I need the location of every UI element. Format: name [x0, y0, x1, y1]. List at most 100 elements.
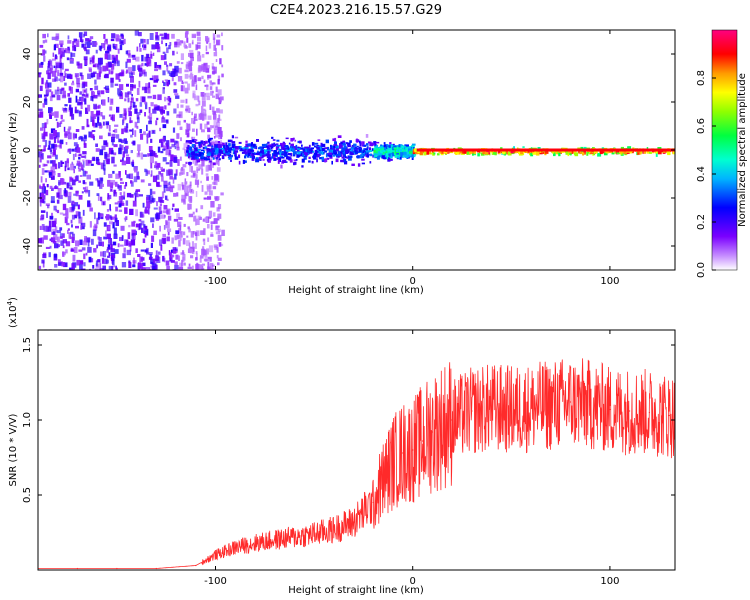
spectrogram-cell — [109, 98, 114, 105]
spectrogram-cell — [106, 209, 109, 212]
spectrogram-cell — [500, 147, 503, 150]
spectrogram-cell — [161, 214, 166, 219]
spectrogram-cell — [206, 121, 210, 125]
spectrogram-cell — [57, 188, 62, 195]
spectrogram-cell — [152, 223, 154, 228]
spectrogram-cell — [620, 152, 623, 156]
spectrogram-cell — [169, 184, 172, 187]
spectrogram-cell — [70, 247, 74, 252]
spectrogram-cell — [188, 228, 191, 233]
spectrogram-cell — [55, 132, 60, 138]
spectrogram-cell — [102, 251, 107, 258]
spectrogram-cell — [386, 146, 390, 149]
spectrogram-cell — [115, 181, 118, 187]
spectrogram-cell — [213, 180, 218, 186]
spectrogram-cell — [321, 143, 326, 148]
spectrogram-cell — [186, 172, 189, 177]
spectrogram-cell — [97, 93, 100, 96]
spectrogram-cell — [76, 77, 80, 85]
spectrogram-cell — [210, 141, 215, 144]
spectrogram-cell — [113, 164, 117, 167]
spectrogram-cell — [125, 71, 128, 74]
spectrogram-cell — [149, 77, 154, 81]
spectrogram-cell — [115, 220, 119, 226]
spectrogram-cell — [196, 262, 199, 270]
spectrogram-cell — [90, 75, 94, 79]
spectrogram-cell — [111, 150, 114, 155]
spectrogram-cell — [75, 39, 79, 43]
spectrogram-cell — [189, 52, 194, 59]
spectrogram-cell — [55, 61, 60, 66]
spectrogram-cell — [111, 133, 116, 139]
spectrogram-cell — [191, 39, 194, 45]
spectrogram-cell — [114, 124, 119, 127]
spectrogram-cell — [192, 251, 195, 254]
spectrogram-cell — [191, 144, 196, 148]
spectrogram-cell — [46, 87, 50, 94]
spectrogram-cell — [110, 238, 112, 245]
spectrogram-cell — [117, 243, 120, 248]
spectrogram-cell — [107, 179, 111, 187]
spectrogram-cell — [225, 150, 228, 153]
spectrogram-cell — [79, 175, 83, 177]
spectrogram-cell — [202, 108, 206, 111]
spectrogram-cell — [97, 212, 100, 219]
spectrogram-cell — [80, 224, 83, 230]
spectrogram-cell — [111, 54, 115, 60]
spectrogram-cell — [271, 156, 275, 159]
spectrogram-cell — [163, 145, 167, 150]
spectrogram-cell — [75, 225, 79, 229]
spectrogram-cell — [123, 146, 128, 154]
y-tick-label: 20 — [22, 96, 33, 109]
spectrogram-cell — [190, 151, 194, 156]
spectrogram-cell — [96, 105, 100, 109]
spectrogram-cell — [362, 142, 365, 145]
spectrogram-cell — [216, 154, 220, 158]
spectrogram-cell — [111, 266, 114, 270]
spectrogram-cell — [215, 125, 219, 130]
spectrogram-cell — [262, 150, 267, 155]
spectrogram-cell — [371, 148, 374, 152]
spectrogram-cell — [255, 158, 260, 163]
spectrogram-cell — [86, 174, 91, 180]
spectrogram-cell — [247, 145, 249, 150]
spectrogram-cell — [245, 143, 248, 148]
spectrogram-cell — [157, 94, 162, 101]
spectrogram-cell — [113, 189, 116, 193]
spectrogram-cell — [366, 146, 369, 149]
spectrogram-cell — [365, 134, 369, 138]
spectrogram-cell — [163, 186, 166, 193]
spectrogram-cell — [60, 240, 64, 246]
spectrogram-cell — [179, 224, 182, 231]
spectrogram-cell — [218, 134, 222, 140]
spectrogram-cell — [230, 147, 233, 151]
spectrogram-cell — [40, 149, 43, 154]
spectrogram-cell — [203, 241, 206, 246]
spectrogram-cell — [259, 146, 263, 149]
spectrogram-cell — [71, 214, 75, 220]
spectrogram-cell — [231, 154, 233, 158]
spectrogram-cell — [373, 155, 376, 158]
spectrogram-cell — [49, 245, 52, 249]
spectrogram-cell — [219, 109, 223, 114]
spectrogram-cell — [213, 154, 217, 160]
spectrogram-cell — [359, 146, 362, 150]
spectrogram-cell — [338, 153, 342, 157]
spectrogram-cell — [94, 223, 97, 227]
spectrogram-cell — [126, 50, 131, 56]
spectrogram-cell — [211, 264, 215, 267]
spectrogram-cell — [251, 152, 255, 155]
spectrogram-cell — [267, 141, 270, 144]
spectrogram-cell — [203, 142, 207, 144]
spectrogram-cell — [330, 144, 332, 148]
spectrogram-cell — [196, 156, 199, 160]
spectrogram-cell — [97, 180, 101, 187]
spectrogram-cell — [92, 64, 96, 68]
spectrogram-cell — [71, 224, 73, 228]
spectrogram-cell — [206, 150, 210, 153]
spectrogram-cell — [59, 212, 64, 215]
spectrogram-cell — [171, 143, 175, 148]
spectrogram-cell — [256, 139, 259, 142]
spectrogram-cell — [97, 64, 101, 70]
spectrogram-cell — [90, 163, 94, 166]
